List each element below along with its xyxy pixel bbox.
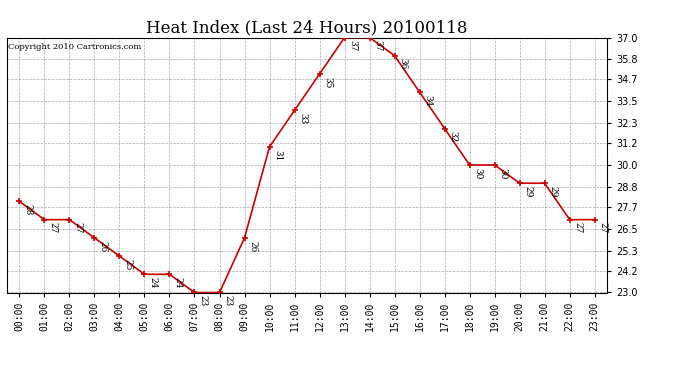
Text: 30: 30 xyxy=(499,168,508,179)
Text: 27: 27 xyxy=(574,222,583,234)
Text: 36: 36 xyxy=(399,58,408,70)
Text: 33: 33 xyxy=(299,113,308,125)
Text: 35: 35 xyxy=(324,77,333,88)
Text: 34: 34 xyxy=(424,95,433,106)
Text: 27: 27 xyxy=(74,222,83,234)
Text: 26: 26 xyxy=(99,241,108,252)
Text: 23: 23 xyxy=(224,295,233,306)
Text: 27: 27 xyxy=(48,222,57,234)
Text: 24: 24 xyxy=(174,277,183,288)
Text: 23: 23 xyxy=(199,295,208,306)
Text: 29: 29 xyxy=(524,186,533,197)
Text: 26: 26 xyxy=(248,241,257,252)
Text: 31: 31 xyxy=(274,150,283,161)
Text: 30: 30 xyxy=(474,168,483,179)
Text: Copyright 2010 Cartronics.com: Copyright 2010 Cartronics.com xyxy=(8,43,141,51)
Title: Heat Index (Last 24 Hours) 20100118: Heat Index (Last 24 Hours) 20100118 xyxy=(146,19,468,36)
Text: 27: 27 xyxy=(599,222,608,234)
Text: 37: 37 xyxy=(348,40,357,52)
Text: 37: 37 xyxy=(374,40,383,52)
Text: 24: 24 xyxy=(148,277,157,288)
Text: 29: 29 xyxy=(549,186,558,197)
Text: 28: 28 xyxy=(23,204,32,216)
Text: 32: 32 xyxy=(448,131,457,142)
Text: 25: 25 xyxy=(124,259,132,270)
